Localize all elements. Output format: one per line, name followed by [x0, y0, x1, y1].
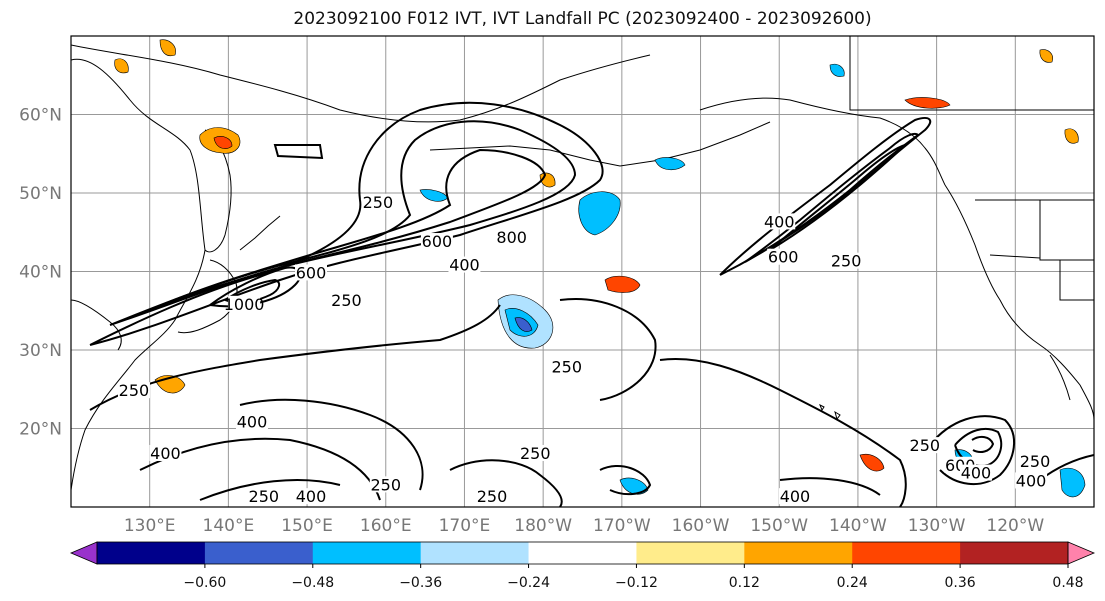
contour-label-bg: [117, 382, 150, 399]
contour-label: 250: [331, 291, 362, 310]
contour-label-bg: [908, 437, 941, 454]
contour-label: 400: [1016, 471, 1047, 490]
lat-label: 40°N: [19, 263, 62, 283]
lon-label: 160°E: [360, 516, 412, 536]
lon-label: 130°W: [908, 516, 966, 536]
lat-label: 30°N: [19, 341, 62, 361]
contour-label-bg: [420, 233, 453, 250]
ivt-contours: [89, 101, 1094, 507]
lon-label: 140°E: [203, 516, 255, 536]
contour-label-bg: [330, 291, 363, 308]
contour-label: 800: [496, 228, 527, 247]
colorbar-tick-label: 0.24: [837, 575, 868, 591]
colorbar-tick-label: 0.36: [945, 575, 976, 591]
colorbar-ticks: −0.60 −0.48 −0.36 −0.24 −0.12 0.12 0.24 0.36 0.4…: [183, 564, 1084, 591]
colorbar-tick-label: −0.12: [615, 575, 658, 591]
contour-label: 600: [422, 232, 453, 251]
colorbar-tick-label: 0.48: [1052, 575, 1083, 591]
colorbar-extend-low: [69, 541, 98, 565]
contour-label-bg: [295, 488, 328, 505]
contour-label-bg: [149, 444, 182, 461]
contour-label-bg: [767, 248, 800, 265]
contour-label-bg: [763, 213, 796, 230]
contour-label: 250: [831, 252, 862, 271]
contour-label: 600: [296, 263, 327, 282]
contour-label: 400: [780, 487, 811, 506]
lon-label: 140°W: [829, 516, 887, 536]
contour-label: 250: [249, 487, 280, 506]
contour-label: 400: [764, 212, 795, 231]
colorbar-swatches: [69, 541, 1096, 565]
latitude-labels: 60°N 50°N 40°N 30°N 20°N: [19, 106, 62, 440]
contour-label: 400: [296, 487, 327, 506]
colorbar-swatch: [420, 542, 530, 564]
contour-label: 250: [477, 487, 508, 506]
contour-label-bg: [778, 488, 811, 505]
contour-label-bg: [550, 358, 583, 375]
colorbar-tick-label: −0.36: [399, 575, 442, 591]
contour-label-bg: [295, 264, 328, 281]
lat-label: 50°N: [19, 184, 62, 204]
contour-label-bg: [519, 444, 552, 461]
colorbar: −0.60 −0.48 −0.36 −0.24 −0.12 0.12 0.24 0.36 0.4…: [69, 541, 1096, 591]
contour-label: 250: [551, 358, 582, 377]
map-frame: [70, 35, 1095, 508]
contour-label: 400: [237, 413, 268, 432]
colorbar-swatch: [97, 542, 206, 564]
colorbar-tick-label: −0.48: [291, 575, 334, 591]
contour-label-bg: [228, 295, 261, 312]
contour-label-bg: [830, 252, 863, 269]
contour-label-bg: [235, 413, 268, 430]
ivt-anomaly-shading: [114, 39, 1086, 498]
contour-label-bg: [495, 229, 528, 246]
colorbar-swatch: [852, 542, 961, 564]
map-title: 2023092100 F012 IVT, IVT Landfall PC (20…: [293, 9, 872, 29]
contour-label: 250: [520, 444, 551, 463]
longitude-labels: 130°E 140°E 150°E 160°E 170°E 180°W 170°W 160°W…: [124, 516, 1045, 536]
lon-label: 120°W: [986, 516, 1044, 536]
lon-label: 130°E: [124, 516, 176, 536]
contour-label: 400: [449, 256, 480, 275]
contour-label: 250: [1020, 452, 1051, 471]
colorbar-swatch: [528, 542, 637, 564]
colorbar-tick-label: −0.60: [183, 575, 226, 591]
contour-label: 250: [363, 193, 394, 212]
colorbar-extend-high: [1067, 541, 1096, 565]
contour-label-bg: [448, 256, 481, 273]
contour-label: 1000: [224, 295, 265, 314]
colorbar-tick-label: −0.24: [507, 575, 550, 591]
contour-label-bg: [1015, 472, 1048, 489]
contour-label-bg: [247, 488, 280, 505]
lon-label: 170°W: [593, 516, 651, 536]
contour-label: 250: [119, 381, 150, 400]
contour-label-bg: [369, 476, 402, 493]
contour-label-bg: [1018, 452, 1051, 469]
lon-label: 180°W: [514, 516, 572, 536]
colorbar-swatch: [960, 542, 1069, 564]
colorbar-swatch: [636, 542, 745, 564]
contour-label: 400: [961, 464, 992, 483]
contour-label-bg: [361, 193, 394, 210]
contour-label: 250: [370, 475, 401, 494]
contour-label: 250: [910, 436, 941, 455]
coastlines: [71, 36, 1094, 491]
colorbar-frame: [96, 541, 1069, 565]
colorbar-swatch: [744, 542, 853, 564]
lon-label: 160°W: [672, 516, 730, 536]
colorbar-tick-label: 0.12: [729, 575, 760, 591]
lat-label: 20°N: [19, 420, 62, 440]
lon-label: 150°W: [750, 516, 808, 536]
colorbar-swatch: [204, 542, 314, 564]
contour-label-bg: [476, 488, 509, 505]
lat-label: 60°N: [19, 106, 62, 126]
contour-label: 400: [150, 444, 181, 463]
contour-label-bg: [959, 464, 992, 481]
lon-label: 170°E: [439, 516, 491, 536]
colorbar-swatch: [312, 542, 422, 564]
contour-label: 600: [768, 248, 799, 267]
lon-label: 150°E: [281, 516, 333, 536]
